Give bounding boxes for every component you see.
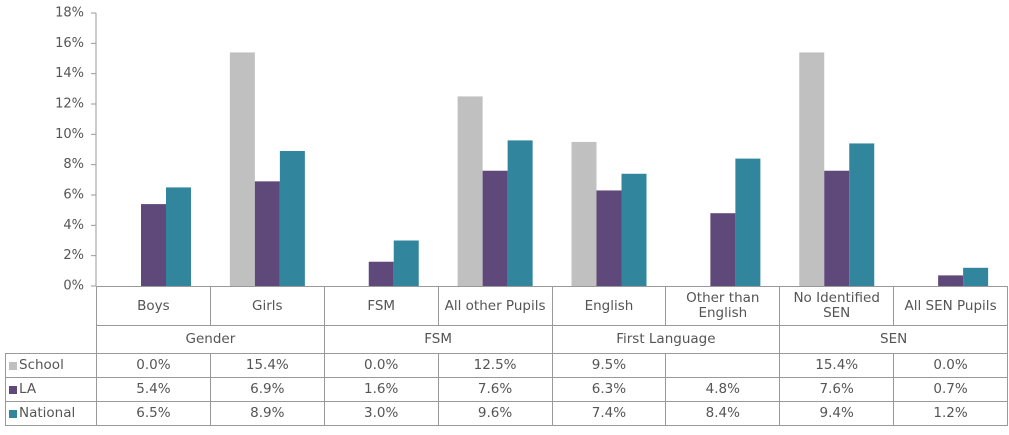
group-label: FSM [323, 325, 553, 354]
bar [621, 173, 647, 286]
y-tick-label: 10% [55, 127, 84, 142]
y-tick-label: 6% [63, 188, 84, 203]
data-label: 1.6% [323, 377, 439, 402]
category-label: All SEN Pupils [893, 286, 1008, 326]
legend-entry: National [5, 401, 97, 426]
data-label: 15.4% [779, 353, 895, 378]
data-label: 8.9% [209, 401, 325, 426]
bar [596, 190, 622, 286]
data-label: 5.4% [96, 377, 211, 402]
legend-label: National [19, 405, 76, 421]
bar [735, 158, 761, 286]
category-label: Other than English [665, 286, 781, 326]
y-tick-label: 2% [63, 248, 84, 263]
y-tick-label: 12% [55, 97, 84, 112]
group-label: SEN [779, 325, 1008, 354]
category-label: All other Pupils [437, 286, 553, 326]
data-label: 4.8% [665, 377, 781, 402]
bar [393, 240, 419, 286]
bar [849, 143, 875, 286]
bar [963, 267, 989, 286]
data-label: 6.5% [96, 401, 211, 426]
bar [507, 140, 533, 286]
data-label: 8.4% [665, 401, 781, 426]
bar [824, 170, 850, 286]
data-label: 12.5% [437, 353, 553, 378]
bar [141, 204, 166, 286]
category-label: English [551, 286, 667, 326]
data-label: 0.0% [323, 353, 439, 378]
y-tick-label: 4% [63, 218, 84, 233]
category-label: Boys [96, 286, 211, 326]
bar [799, 52, 825, 286]
y-tick-label: 14% [55, 66, 84, 81]
group-label: First Language [551, 325, 781, 354]
data-label: 0.0% [893, 353, 1008, 378]
bar [166, 187, 191, 286]
legend-label: School [19, 357, 64, 373]
bar [279, 151, 305, 286]
data-label: 1.2% [893, 401, 1008, 426]
legend-swatch [9, 409, 17, 418]
y-tick-label: 0% [63, 279, 84, 294]
data-label: 7.6% [779, 377, 895, 402]
legend-swatch [9, 361, 17, 370]
data-label [665, 353, 781, 378]
bar [254, 181, 280, 286]
category-label: Girls [209, 286, 325, 326]
data-label: 0.7% [893, 377, 1008, 402]
bar [571, 141, 597, 286]
data-label: 9.6% [437, 401, 553, 426]
y-tick-label: 8% [63, 157, 84, 172]
bar [229, 52, 255, 286]
bar [710, 213, 736, 286]
y-tick-label: 16% [55, 36, 84, 51]
group-label: Gender [96, 325, 325, 354]
data-label: 0.0% [96, 353, 211, 378]
data-label: 6.3% [551, 377, 667, 402]
data-label: 15.4% [209, 353, 325, 378]
y-tick-label: 18% [55, 6, 84, 21]
data-label: 3.0% [323, 401, 439, 426]
data-label: 9.5% [551, 353, 667, 378]
bar [482, 170, 508, 286]
data-label: 7.6% [437, 377, 553, 402]
category-label: FSM [323, 286, 439, 326]
data-label: 9.4% [779, 401, 895, 426]
legend-entry: LA [5, 377, 97, 402]
bar [368, 261, 394, 286]
data-label: 6.9% [209, 377, 325, 402]
data-label: 7.4% [551, 401, 667, 426]
category-label: No Identified SEN [779, 286, 895, 326]
legend-label: LA [19, 381, 37, 397]
bar [938, 275, 964, 286]
bar [457, 96, 483, 287]
legend-entry: School [5, 353, 97, 378]
legend-swatch [9, 385, 17, 394]
